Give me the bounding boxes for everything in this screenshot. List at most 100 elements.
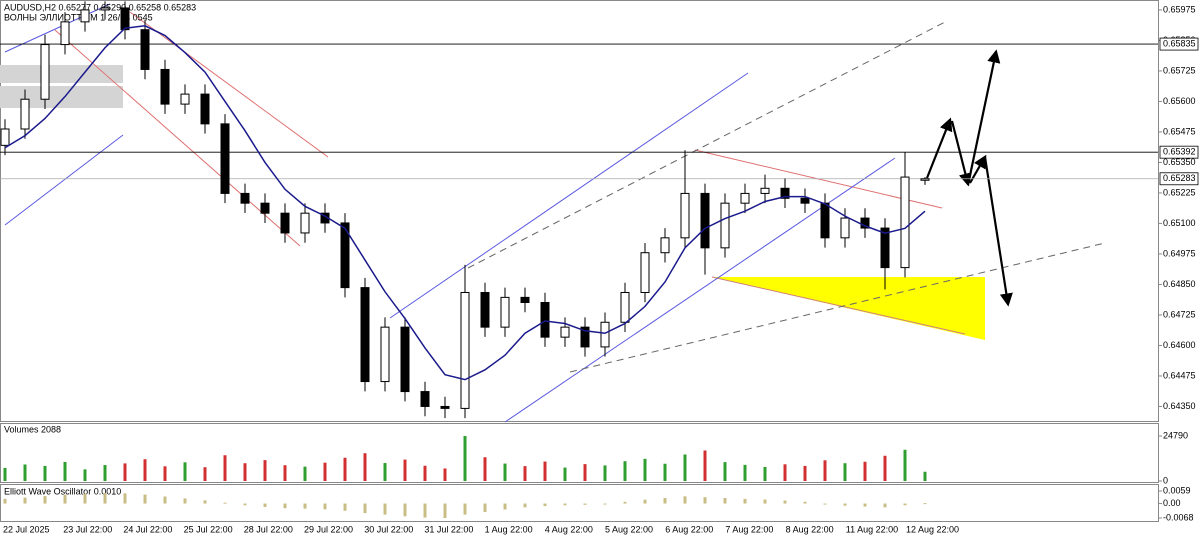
bar bbox=[743, 498, 747, 504]
bar bbox=[763, 467, 767, 481]
level-label: 0.65392 bbox=[1163, 147, 1196, 157]
bar bbox=[783, 500, 787, 504]
candle-body bbox=[240, 192, 250, 204]
x-tick-label: 30 Jul 22:00 bbox=[364, 524, 413, 534]
y-tick-label: 0.00 bbox=[1163, 498, 1181, 508]
bar bbox=[23, 464, 27, 481]
bar bbox=[123, 493, 127, 504]
y-tick-label: 0.65600 bbox=[1163, 96, 1196, 106]
bar bbox=[43, 465, 47, 481]
y-tick-label: 0.64350 bbox=[1163, 401, 1196, 411]
bar bbox=[3, 498, 7, 504]
y-tick-label: 0.65975 bbox=[1163, 4, 1196, 14]
bar bbox=[603, 465, 607, 481]
x-tick-label: 22 Jul 2025 bbox=[3, 524, 50, 534]
bar bbox=[263, 503, 267, 507]
bar bbox=[163, 466, 167, 481]
x-tick-label: 11 Aug 22:00 bbox=[846, 524, 898, 534]
bar bbox=[503, 463, 507, 481]
x-tick-label: 28 Jul 22:00 bbox=[244, 524, 293, 534]
bar bbox=[203, 467, 207, 481]
bar bbox=[83, 469, 87, 481]
bar bbox=[303, 466, 307, 481]
level-label: 0.65835 bbox=[1163, 38, 1196, 48]
bar bbox=[423, 503, 427, 518]
candle-body bbox=[260, 202, 270, 214]
bar bbox=[303, 503, 307, 509]
x-tick-label: 6 Aug 22:00 bbox=[665, 524, 713, 534]
bar bbox=[403, 459, 407, 481]
bar bbox=[383, 503, 387, 515]
level-label: 0.65283 bbox=[1163, 173, 1196, 183]
candle-body bbox=[400, 326, 410, 393]
bar bbox=[543, 461, 547, 481]
candle-body bbox=[580, 326, 590, 348]
x-tick-label: 5 Aug 22:00 bbox=[605, 524, 653, 534]
candle-body bbox=[420, 391, 430, 407]
candle-body bbox=[820, 202, 830, 239]
candle-body bbox=[920, 178, 930, 181]
bar bbox=[3, 467, 7, 481]
bar bbox=[243, 503, 247, 506]
bar bbox=[683, 496, 687, 504]
y-tick-label: 0.65725 bbox=[1163, 65, 1196, 75]
bar bbox=[403, 503, 407, 517]
volume-title: Volumes 2088 bbox=[4, 424, 61, 434]
x-tick-label: 24 Jul 22:00 bbox=[123, 524, 172, 534]
candle-body bbox=[480, 291, 490, 328]
bar bbox=[343, 503, 347, 511]
candle-body bbox=[720, 202, 730, 249]
candle-body bbox=[60, 21, 70, 46]
bar bbox=[903, 503, 907, 506]
bar bbox=[443, 503, 447, 518]
x-tick-label: 4 Aug 22:00 bbox=[545, 524, 593, 534]
candle-body bbox=[600, 321, 610, 348]
x-tick-label: 12 Aug 22:00 bbox=[906, 524, 959, 534]
bar bbox=[803, 501, 807, 504]
bar bbox=[243, 463, 247, 481]
bar bbox=[23, 497, 27, 504]
x-tick-label: 31 Jul 22:00 bbox=[424, 524, 473, 534]
bar bbox=[203, 500, 207, 504]
candle-body bbox=[560, 326, 570, 338]
indicator-label: ВОЛНЫ ЭЛЛИОТТА M 1 26/03 0545 bbox=[4, 12, 153, 22]
bar bbox=[463, 436, 467, 481]
panel-borders bbox=[0, 0, 1159, 522]
candle-body bbox=[40, 44, 50, 100]
candle-body bbox=[140, 29, 150, 70]
bar bbox=[343, 457, 347, 481]
bar bbox=[783, 464, 787, 481]
bar bbox=[663, 463, 667, 481]
candle-body bbox=[300, 212, 310, 234]
bar bbox=[143, 459, 147, 481]
candle-body bbox=[80, 9, 90, 23]
candle-body bbox=[700, 192, 710, 249]
level-label-box bbox=[1159, 145, 1199, 159]
candle-body bbox=[620, 291, 630, 323]
bar bbox=[723, 498, 727, 504]
candle-body bbox=[540, 301, 550, 338]
bar bbox=[603, 503, 607, 505]
y-tick-label: 0.0059 bbox=[1163, 485, 1191, 495]
candle-body bbox=[880, 227, 890, 269]
bar bbox=[103, 465, 107, 481]
x-tick-label: 8 Aug 22:00 bbox=[786, 524, 834, 534]
bar bbox=[743, 464, 747, 481]
bar bbox=[43, 496, 47, 504]
bar bbox=[103, 493, 107, 504]
bar bbox=[663, 498, 667, 504]
y-tick-label: 0 bbox=[1163, 475, 1168, 485]
candle-body bbox=[740, 192, 750, 204]
bar bbox=[283, 503, 287, 509]
candle-body bbox=[280, 212, 290, 234]
bar bbox=[883, 455, 887, 481]
bar bbox=[643, 458, 647, 481]
candle-body bbox=[840, 217, 850, 239]
candle-body bbox=[760, 187, 770, 194]
bar bbox=[623, 501, 627, 504]
bar bbox=[803, 465, 807, 481]
bar bbox=[363, 503, 367, 514]
candle-body bbox=[160, 68, 170, 105]
candle-body bbox=[520, 296, 530, 303]
